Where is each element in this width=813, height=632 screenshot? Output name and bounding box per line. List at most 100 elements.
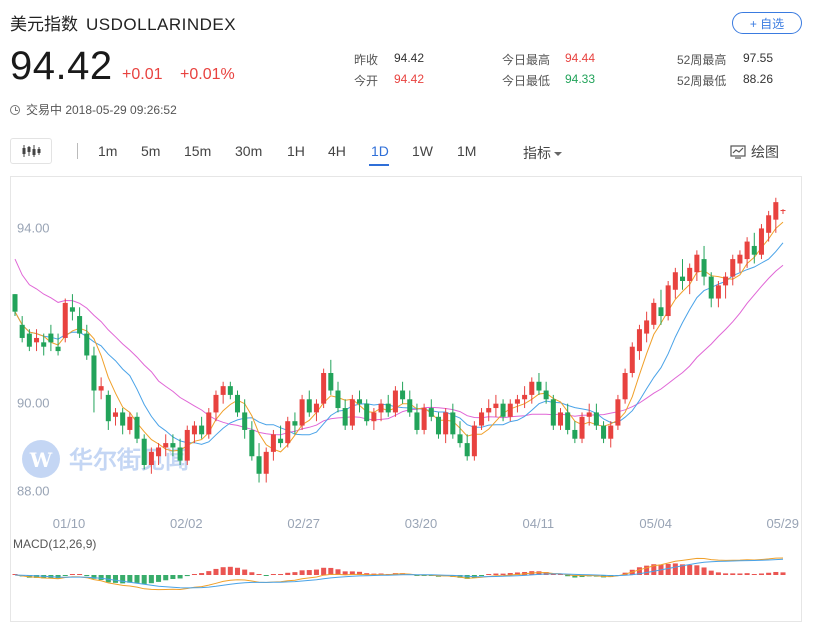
candle [744,237,750,268]
candle [191,421,197,444]
macd-bar [644,565,650,575]
candle [593,403,599,430]
candle-body [69,307,75,312]
candle-body [62,302,68,338]
candle [507,399,513,422]
candle-body [687,267,693,281]
x-tick-label: 02/27 [287,516,320,531]
tab-period-1mo[interactable]: 1M [457,143,477,159]
candle-body [701,259,707,277]
candle [651,298,657,330]
candle [680,259,686,290]
tab-period-1d[interactable]: 1D [371,143,389,159]
indicator-dropdown[interactable]: 指标 [523,143,562,163]
candle-body [730,259,736,277]
chart-type-button[interactable] [10,138,52,164]
macd-bar [651,564,657,575]
macd-bar [213,568,219,575]
tab-period-1w[interactable]: 1W [412,143,433,159]
macd-bar [98,575,104,580]
candle [428,399,434,422]
candle [536,373,542,395]
candle [529,377,535,404]
watermark-logo-letter: W [29,448,53,472]
stat-value: 94.42 [394,72,425,86]
macd-dif-line [14,557,784,591]
candle-body [572,429,578,439]
candle-body [270,434,276,452]
candle [98,377,104,400]
macd-bar [680,564,686,575]
candle-body [651,302,657,325]
candle [163,434,169,457]
candle [177,438,183,465]
candle-body [479,412,485,426]
candle [421,403,427,435]
candle-body [34,337,40,343]
chart-area[interactable]: W 华尔街见闻 94.00 90.00 88.00 01/10 02/02 02/27 03/2… [10,176,802,622]
candle [313,399,319,422]
macd-bar [105,575,111,583]
macd-bar [694,565,700,575]
candle [91,346,97,413]
candle-body [191,425,197,435]
candle-body [636,329,642,352]
y-tick-label: 88.00 [17,483,50,498]
candle-body [41,342,47,347]
candle [48,324,54,352]
candle [435,412,441,439]
candle [450,403,456,439]
y-tick-label: 90.00 [17,396,50,411]
candle [629,342,635,378]
candle-body [227,386,233,395]
candle [400,381,406,404]
y-tick-label: 94.00 [17,220,50,235]
candle [256,443,262,483]
candle-body [306,399,312,413]
candle [69,294,75,321]
tab-period-15m[interactable]: 15m [184,143,212,159]
x-tick-label: 04/11 [523,516,555,531]
macd-bar [349,571,355,575]
candle [141,434,147,470]
macd-bar [479,575,485,577]
candle-body [780,210,786,212]
candle [270,429,276,461]
draw-label: 绘图 [751,144,779,160]
tab-period-30m[interactable]: 30m [235,143,263,159]
candle [342,399,348,430]
candle-body [493,403,499,409]
tab-period-5m[interactable]: 5m [141,143,161,159]
candle-body [773,202,779,220]
macd-bar [163,575,169,581]
macd-bar [227,566,233,575]
candle-body [586,412,592,417]
candle [572,421,578,444]
candle [522,386,528,409]
tab-period-1m[interactable]: 1m [98,143,118,159]
candle-body [321,373,327,404]
candle [687,263,693,295]
macd-bar [636,567,642,575]
candle [278,425,284,448]
candle [249,421,255,461]
candle-body [12,294,18,312]
instrument-name: 美元指数 [10,15,78,34]
candle-body [507,403,513,417]
candle [234,390,241,417]
candle-body [565,412,571,430]
add-watchlist-button[interactable]: + 自选 [732,12,802,34]
candle [19,316,25,343]
candle-body [471,425,477,457]
candle-body [299,399,305,426]
candle [364,399,370,426]
tab-period-4h[interactable]: 4H [328,143,346,159]
tab-period-1h[interactable]: 1H [287,143,305,159]
candle [514,394,520,413]
candle [292,412,298,435]
stat-label: 今开 [354,74,379,88]
stat-value: 97.55 [743,51,774,65]
candle-body [658,307,664,317]
draw-tool-button[interactable]: 绘图 [730,142,779,162]
stat-open: 今开 94.42 [354,72,424,89]
